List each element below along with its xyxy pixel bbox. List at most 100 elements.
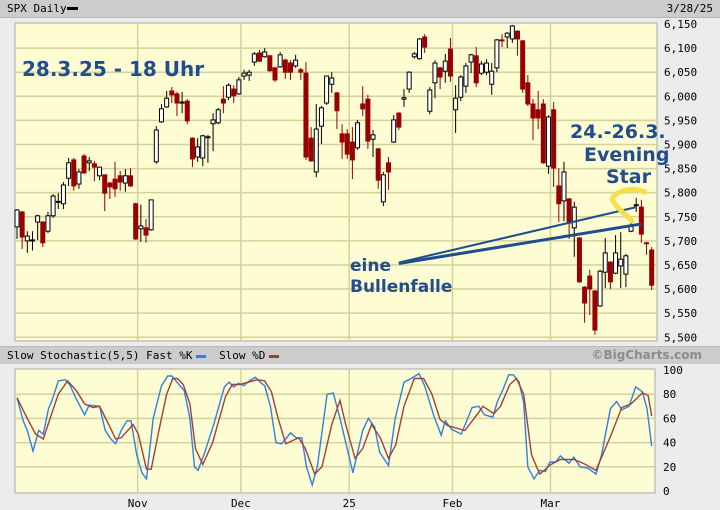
candle-body <box>200 135 206 159</box>
candle-up <box>489 63 495 95</box>
candle-body <box>40 221 46 244</box>
candle-down <box>365 94 371 149</box>
candle-body <box>293 59 299 67</box>
candle-body <box>463 65 469 87</box>
candle-down <box>339 124 345 159</box>
fast-k-swatch <box>196 354 207 358</box>
stochastic-tick-label: 60 <box>663 412 676 425</box>
candle-down <box>169 87 175 104</box>
candle-down <box>272 66 278 82</box>
month-label: Nov <box>128 497 148 510</box>
candle-up <box>463 63 469 93</box>
candle-body <box>360 103 366 110</box>
candle-down <box>437 66 443 90</box>
candle-down <box>422 34 428 53</box>
candle-body <box>86 160 92 164</box>
candle-body <box>442 60 448 72</box>
candle-down <box>447 37 453 82</box>
candle-body <box>458 76 464 98</box>
candle-down <box>587 269 593 316</box>
candle-body <box>324 75 330 104</box>
candle-body <box>391 119 397 143</box>
trendline <box>398 222 642 265</box>
candle-up <box>633 197 639 212</box>
price-tick-label: 5,950 <box>664 114 697 127</box>
candle-up <box>571 201 577 257</box>
timestamp-annotation: 28.3.25 - 18 Uhr <box>22 57 205 81</box>
candle-body <box>618 258 624 267</box>
candle-body <box>453 97 459 111</box>
trap-annotation-1: eine <box>350 256 391 276</box>
candle-up <box>14 209 20 239</box>
candle-down <box>344 129 350 159</box>
candle-body <box>153 129 159 163</box>
candle-down <box>143 219 149 243</box>
candle-down <box>499 34 505 48</box>
candle-body <box>525 82 531 105</box>
candle-body <box>587 275 593 290</box>
candle-body <box>236 79 242 95</box>
candle-down <box>298 67 304 80</box>
candle-body <box>169 90 175 96</box>
candle-body <box>184 100 190 122</box>
candle-body <box>509 25 515 40</box>
candle-up <box>427 87 433 115</box>
candle-down <box>540 99 546 164</box>
candle-body <box>437 67 443 78</box>
price-tick-label: 5,550 <box>664 307 697 320</box>
candle-up <box>205 134 211 163</box>
price-panel-header: SPX Daily 3/28/25 <box>0 0 720 18</box>
candle-up <box>97 166 103 181</box>
candle-down <box>638 199 644 243</box>
month-label: Mar <box>541 497 561 510</box>
candle-down <box>128 168 134 187</box>
candle-down <box>267 54 273 72</box>
candle-body <box>329 77 335 85</box>
candle-body <box>318 107 324 127</box>
candle-down <box>303 62 309 160</box>
candle-up <box>355 119 361 150</box>
month-label: 25 <box>343 497 356 510</box>
candle-body <box>29 239 35 242</box>
candle-down <box>19 210 25 250</box>
candle-down <box>551 102 557 187</box>
price-tick-label: 5,900 <box>664 138 697 151</box>
candle-body <box>520 40 526 90</box>
price-tick-label: 6,000 <box>664 90 697 103</box>
candle-up <box>164 90 170 108</box>
candle-down <box>112 161 118 198</box>
candle-down <box>334 91 340 130</box>
candle-body <box>267 55 273 72</box>
stochastic-tick-label: 20 <box>663 461 676 474</box>
candle-body <box>277 54 283 68</box>
candle-body <box>473 55 479 84</box>
candle-down <box>473 47 479 88</box>
candle-body <box>468 54 474 63</box>
candle-body <box>386 162 392 173</box>
month-label: Dec <box>231 497 251 510</box>
candle-up <box>509 24 515 43</box>
candle-down <box>576 237 582 283</box>
chart-date: 3/28/25 <box>666 2 713 15</box>
price-chart: 5,500 5,550 5,600 5,650 5,700 5,750 5,800 5,850… <box>14 18 697 344</box>
candle-up <box>545 115 551 174</box>
candle-body <box>205 136 211 139</box>
candle-up <box>24 231 30 253</box>
candle-body <box>179 101 185 104</box>
candle-body <box>334 92 340 112</box>
candle-body <box>133 203 139 240</box>
candle-body <box>112 178 118 190</box>
month-label: Feb <box>443 497 463 510</box>
candle-body <box>164 97 170 108</box>
candle-up <box>432 60 438 99</box>
candle-down <box>133 202 139 240</box>
candle-up <box>45 211 51 234</box>
candle-body <box>287 62 293 73</box>
candle-body <box>231 88 237 97</box>
candle-body <box>411 53 417 58</box>
candle-down <box>107 182 113 199</box>
candle-down <box>287 60 293 80</box>
candle-down <box>644 241 650 255</box>
candle-up <box>442 53 448 83</box>
